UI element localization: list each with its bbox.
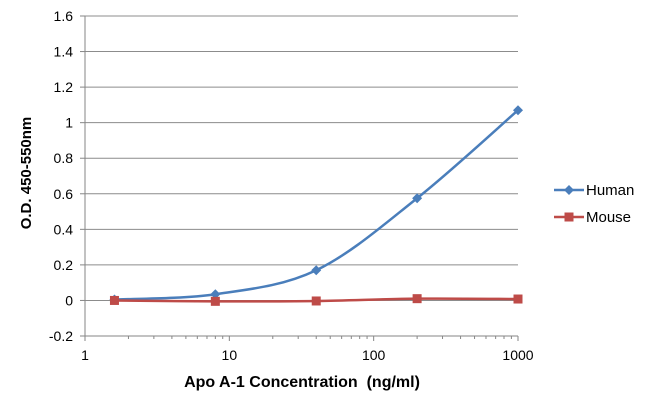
x-tick-label: 10 [222,347,238,363]
series-group [109,105,523,306]
legend-label-mouse: Mouse [586,209,631,226]
y-tick-label: 0.4 [54,221,74,237]
y-tick-label: 1.4 [54,44,74,60]
x-tick-label: 1000 [502,347,533,363]
axes [80,15,519,341]
data-point-mouse [109,295,119,305]
data-point-mouse [513,294,523,304]
series-mouse [109,294,523,306]
legend-label-human: Human [586,182,634,199]
data-point-human [210,289,221,300]
data-point-human [513,105,523,116]
y-tick-label: 0.6 [54,186,74,202]
data-point-mouse [210,296,220,306]
data-point-human [311,265,322,276]
y-tick-label: 0 [65,292,73,308]
y-tick-label: -0.2 [49,328,73,344]
gridlines [85,15,518,337]
legend-marker-human [564,185,574,195]
y-tick-labels: -0.2 0 0.2 0.4 0.6 0.8 1 1.2 1.4 1.6 [49,8,73,344]
legend-marker-mouse [564,212,574,222]
x-tick-label: 100 [362,347,386,363]
y-tick-label: 1.2 [54,79,74,95]
data-point-mouse [412,294,422,304]
x-tick-label: 1 [81,347,89,363]
y-tick-label: 0.2 [54,257,74,273]
y-tick-label: 0.8 [54,150,74,166]
data-point-mouse [311,296,321,306]
legend: Human Mouse [554,182,634,226]
series-human [109,105,523,305]
x-axis-label: Apo A-1 Concentration (ng/ml) [184,374,420,391]
legend-item-human: Human [554,182,634,199]
legend-item-mouse: Mouse [554,209,631,226]
x-tick-labels: 1 10 100 1000 [81,347,534,363]
y-tick-label: 1.6 [54,8,74,24]
y-tick-label: 1 [65,115,73,131]
y-axis-label: O.D. 450-550nm [18,117,35,230]
data-point-human [412,193,423,204]
